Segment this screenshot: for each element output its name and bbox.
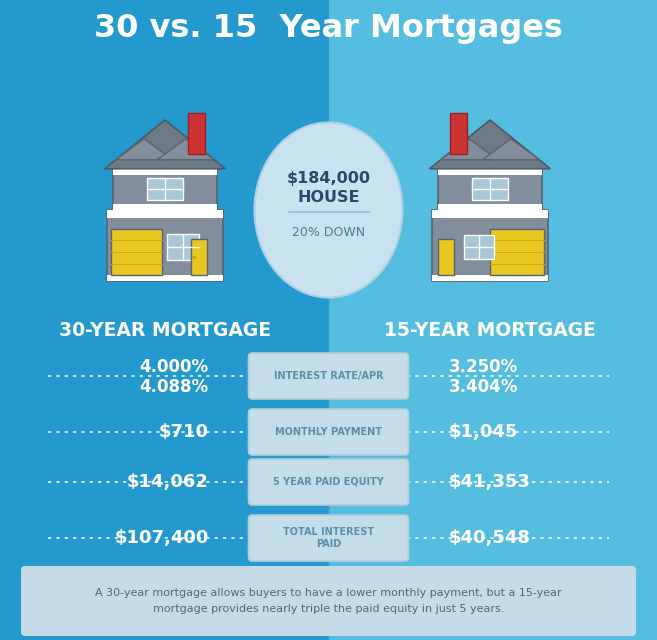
Bar: [328, 0, 657, 640]
Text: $710: $710: [158, 423, 208, 441]
Text: TOTAL INTEREST
PAID: TOTAL INTEREST PAID: [283, 527, 374, 549]
Text: $14,062: $14,062: [127, 473, 208, 491]
Text: $184,000: $184,000: [286, 170, 371, 186]
Text: $41,353: $41,353: [449, 473, 530, 491]
FancyBboxPatch shape: [248, 409, 409, 455]
Text: 15-YEAR MORTGAGE: 15-YEAR MORTGAGE: [384, 321, 596, 339]
Bar: [432, 210, 548, 218]
Polygon shape: [441, 139, 497, 160]
Text: 4.088%: 4.088%: [139, 378, 208, 396]
Text: 3.250%: 3.250%: [449, 358, 518, 376]
Bar: [110, 228, 162, 275]
Bar: [438, 169, 542, 175]
Bar: [432, 275, 548, 281]
Bar: [490, 228, 545, 275]
Bar: [450, 113, 466, 154]
Polygon shape: [430, 120, 551, 169]
Text: 20% DOWN: 20% DOWN: [292, 225, 365, 239]
FancyBboxPatch shape: [248, 459, 409, 505]
Bar: [432, 210, 548, 281]
Polygon shape: [482, 139, 539, 160]
Bar: [191, 239, 207, 275]
Bar: [113, 169, 217, 175]
Polygon shape: [104, 120, 225, 169]
Bar: [107, 210, 223, 281]
Text: $40,548: $40,548: [449, 529, 530, 547]
Text: 4.000%: 4.000%: [139, 358, 208, 376]
Bar: [464, 235, 495, 259]
FancyBboxPatch shape: [21, 566, 636, 636]
Text: A 30-year mortgage allows buyers to have a lower monthly payment, but a 15-year
: A 30-year mortgage allows buyers to have…: [95, 588, 562, 614]
Text: $107,400: $107,400: [114, 529, 208, 547]
Bar: [189, 113, 205, 154]
Ellipse shape: [254, 122, 403, 298]
Bar: [0, 0, 328, 640]
Bar: [107, 275, 223, 281]
Bar: [168, 234, 199, 260]
FancyBboxPatch shape: [248, 353, 409, 399]
Bar: [472, 178, 508, 200]
Text: INTEREST RATE/APR: INTEREST RATE/APR: [274, 371, 383, 381]
Bar: [438, 204, 542, 210]
Bar: [107, 210, 223, 218]
FancyBboxPatch shape: [248, 515, 409, 561]
Text: 5 YEAR PAID EQUITY: 5 YEAR PAID EQUITY: [273, 477, 384, 487]
Bar: [113, 169, 217, 210]
Text: 30-YEAR MORTGAGE: 30-YEAR MORTGAGE: [59, 321, 271, 339]
Text: HOUSE: HOUSE: [297, 189, 360, 205]
Bar: [147, 178, 183, 200]
Text: 3.404%: 3.404%: [449, 378, 518, 396]
Polygon shape: [158, 139, 214, 160]
Bar: [438, 239, 455, 275]
Polygon shape: [116, 139, 173, 160]
Text: 30 vs. 15  Year Mortgages: 30 vs. 15 Year Mortgages: [94, 13, 563, 44]
Bar: [113, 204, 217, 210]
Text: MONTHLY PAYMENT: MONTHLY PAYMENT: [275, 427, 382, 437]
Text: $1,045: $1,045: [449, 423, 518, 441]
Bar: [438, 169, 542, 210]
